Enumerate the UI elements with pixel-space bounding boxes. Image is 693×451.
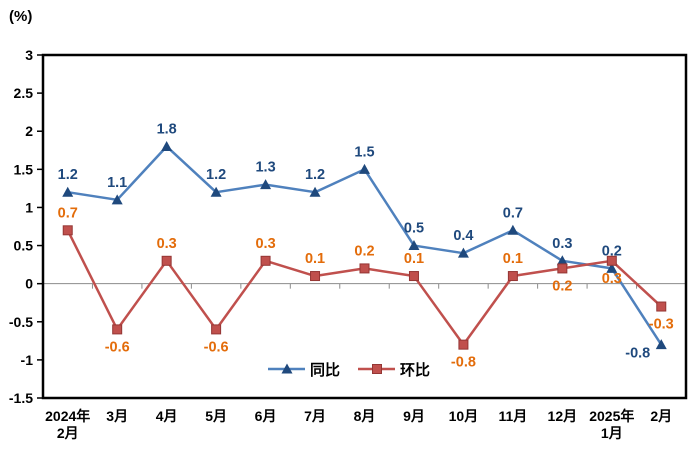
x-tick-label: 6月 — [255, 408, 277, 424]
yoy-data-label: -0.8 — [625, 346, 650, 362]
mom-marker — [112, 324, 123, 335]
yoy-data-label: 1.2 — [206, 167, 226, 183]
y-tick-label: 2.5 — [14, 85, 34, 101]
y-tick-label: 1.5 — [14, 161, 34, 177]
yoy-marker — [655, 339, 667, 350]
x-tick-label: 7月 — [304, 408, 326, 424]
plot-border — [41, 53, 688, 400]
x-tick-label: 8月 — [354, 408, 376, 424]
yoy-data-label: 0.7 — [503, 205, 523, 221]
x-tick-label: 2025年 1月 — [589, 408, 634, 441]
y-tick-label: 0.5 — [14, 238, 34, 254]
mom-marker — [161, 255, 172, 266]
yoy-marker — [408, 240, 420, 251]
yoy-data-label: 0.4 — [453, 228, 473, 244]
y-tick-label: 2 — [25, 123, 33, 139]
mom-marker — [359, 263, 370, 274]
mom-marker — [408, 271, 419, 282]
mom-marker — [260, 255, 271, 266]
mom-marker — [458, 339, 469, 350]
x-tick-label: 12月 — [548, 408, 578, 424]
mom-data-label: 0.3 — [255, 236, 275, 252]
mom-data-label: 0.1 — [503, 251, 523, 267]
y-tick-label: -1 — [21, 352, 34, 368]
y-tick-label: -0.5 — [9, 314, 33, 330]
x-tick-label: 3月 — [106, 408, 128, 424]
legend-mom-label: 环比 — [400, 361, 430, 379]
x-tick-label: 10月 — [449, 408, 479, 424]
x-tick-label: 11月 — [498, 408, 527, 424]
mom-marker — [606, 255, 617, 266]
yoy-data-label: 0.3 — [552, 236, 572, 252]
y-tick-label: 3 — [25, 47, 33, 63]
legend-yoy-label: 同比 — [310, 361, 340, 379]
legend-item-yoy: 同比 — [268, 361, 340, 379]
mom-data-label: -0.3 — [649, 317, 674, 333]
yoy-data-label: 1.8 — [157, 121, 177, 137]
mom-marker — [656, 301, 667, 312]
yoy-marker — [606, 262, 618, 273]
mom-data-label: 0.7 — [58, 205, 78, 221]
yoy-marker — [556, 255, 568, 266]
legend-item-mom: 环比 — [358, 361, 430, 379]
yoy-data-label: 0.2 — [602, 243, 622, 259]
legend-yoy-marker-icon — [281, 363, 293, 374]
yoy-marker — [507, 224, 519, 235]
mom-data-label: 0.3 — [602, 271, 622, 287]
mom-marker — [211, 324, 222, 335]
yoy-data-label: 1.1 — [107, 175, 127, 191]
mom-data-label: 0.2 — [354, 243, 374, 259]
y-axis-unit-label: (%) — [9, 8, 33, 25]
mom-data-label: 0.2 — [552, 278, 572, 294]
yoy-data-label: 1.2 — [58, 167, 78, 183]
mom-data-label: 0.3 — [157, 236, 177, 252]
y-tick-label: -1.5 — [9, 390, 33, 406]
x-tick-label: 4月 — [156, 408, 178, 424]
yoy-data-label: 1.5 — [354, 144, 374, 160]
yoy-data-label: 0.5 — [404, 221, 424, 237]
mom-data-label: -0.8 — [451, 355, 476, 371]
y-tick-label: 1 — [25, 199, 33, 215]
mom-data-label: 0.1 — [404, 251, 424, 267]
mom-marker — [507, 271, 518, 282]
yoy-data-label: 1.2 — [305, 167, 325, 183]
legend-mom-marker-icon — [372, 364, 382, 374]
yoy-marker — [359, 163, 370, 174]
mom-marker — [557, 263, 568, 274]
yoy-marker — [111, 194, 123, 205]
mom-marker — [310, 271, 321, 282]
yoy-marker — [210, 186, 222, 197]
yoy-marker — [161, 140, 173, 151]
yoy-marker — [309, 186, 321, 197]
y-tick-label: 0 — [25, 276, 33, 292]
yoy-data-label: 1.3 — [255, 160, 275, 176]
yoy-marker — [62, 186, 74, 197]
x-tick-label: 5月 — [205, 408, 227, 424]
mom-data-label: -0.6 — [105, 339, 130, 355]
yoy-marker — [457, 247, 469, 258]
legend: 同比 环比 — [268, 361, 430, 379]
x-tick-label: 9月 — [403, 408, 425, 424]
mom-marker — [62, 225, 73, 236]
mom-data-label: -0.6 — [204, 339, 229, 355]
yoy-marker — [260, 179, 272, 190]
x-tick-label: 2024年 2月 — [45, 408, 90, 441]
mom-data-label: 0.1 — [305, 251, 325, 267]
x-tick-label: 2月 — [650, 408, 672, 424]
